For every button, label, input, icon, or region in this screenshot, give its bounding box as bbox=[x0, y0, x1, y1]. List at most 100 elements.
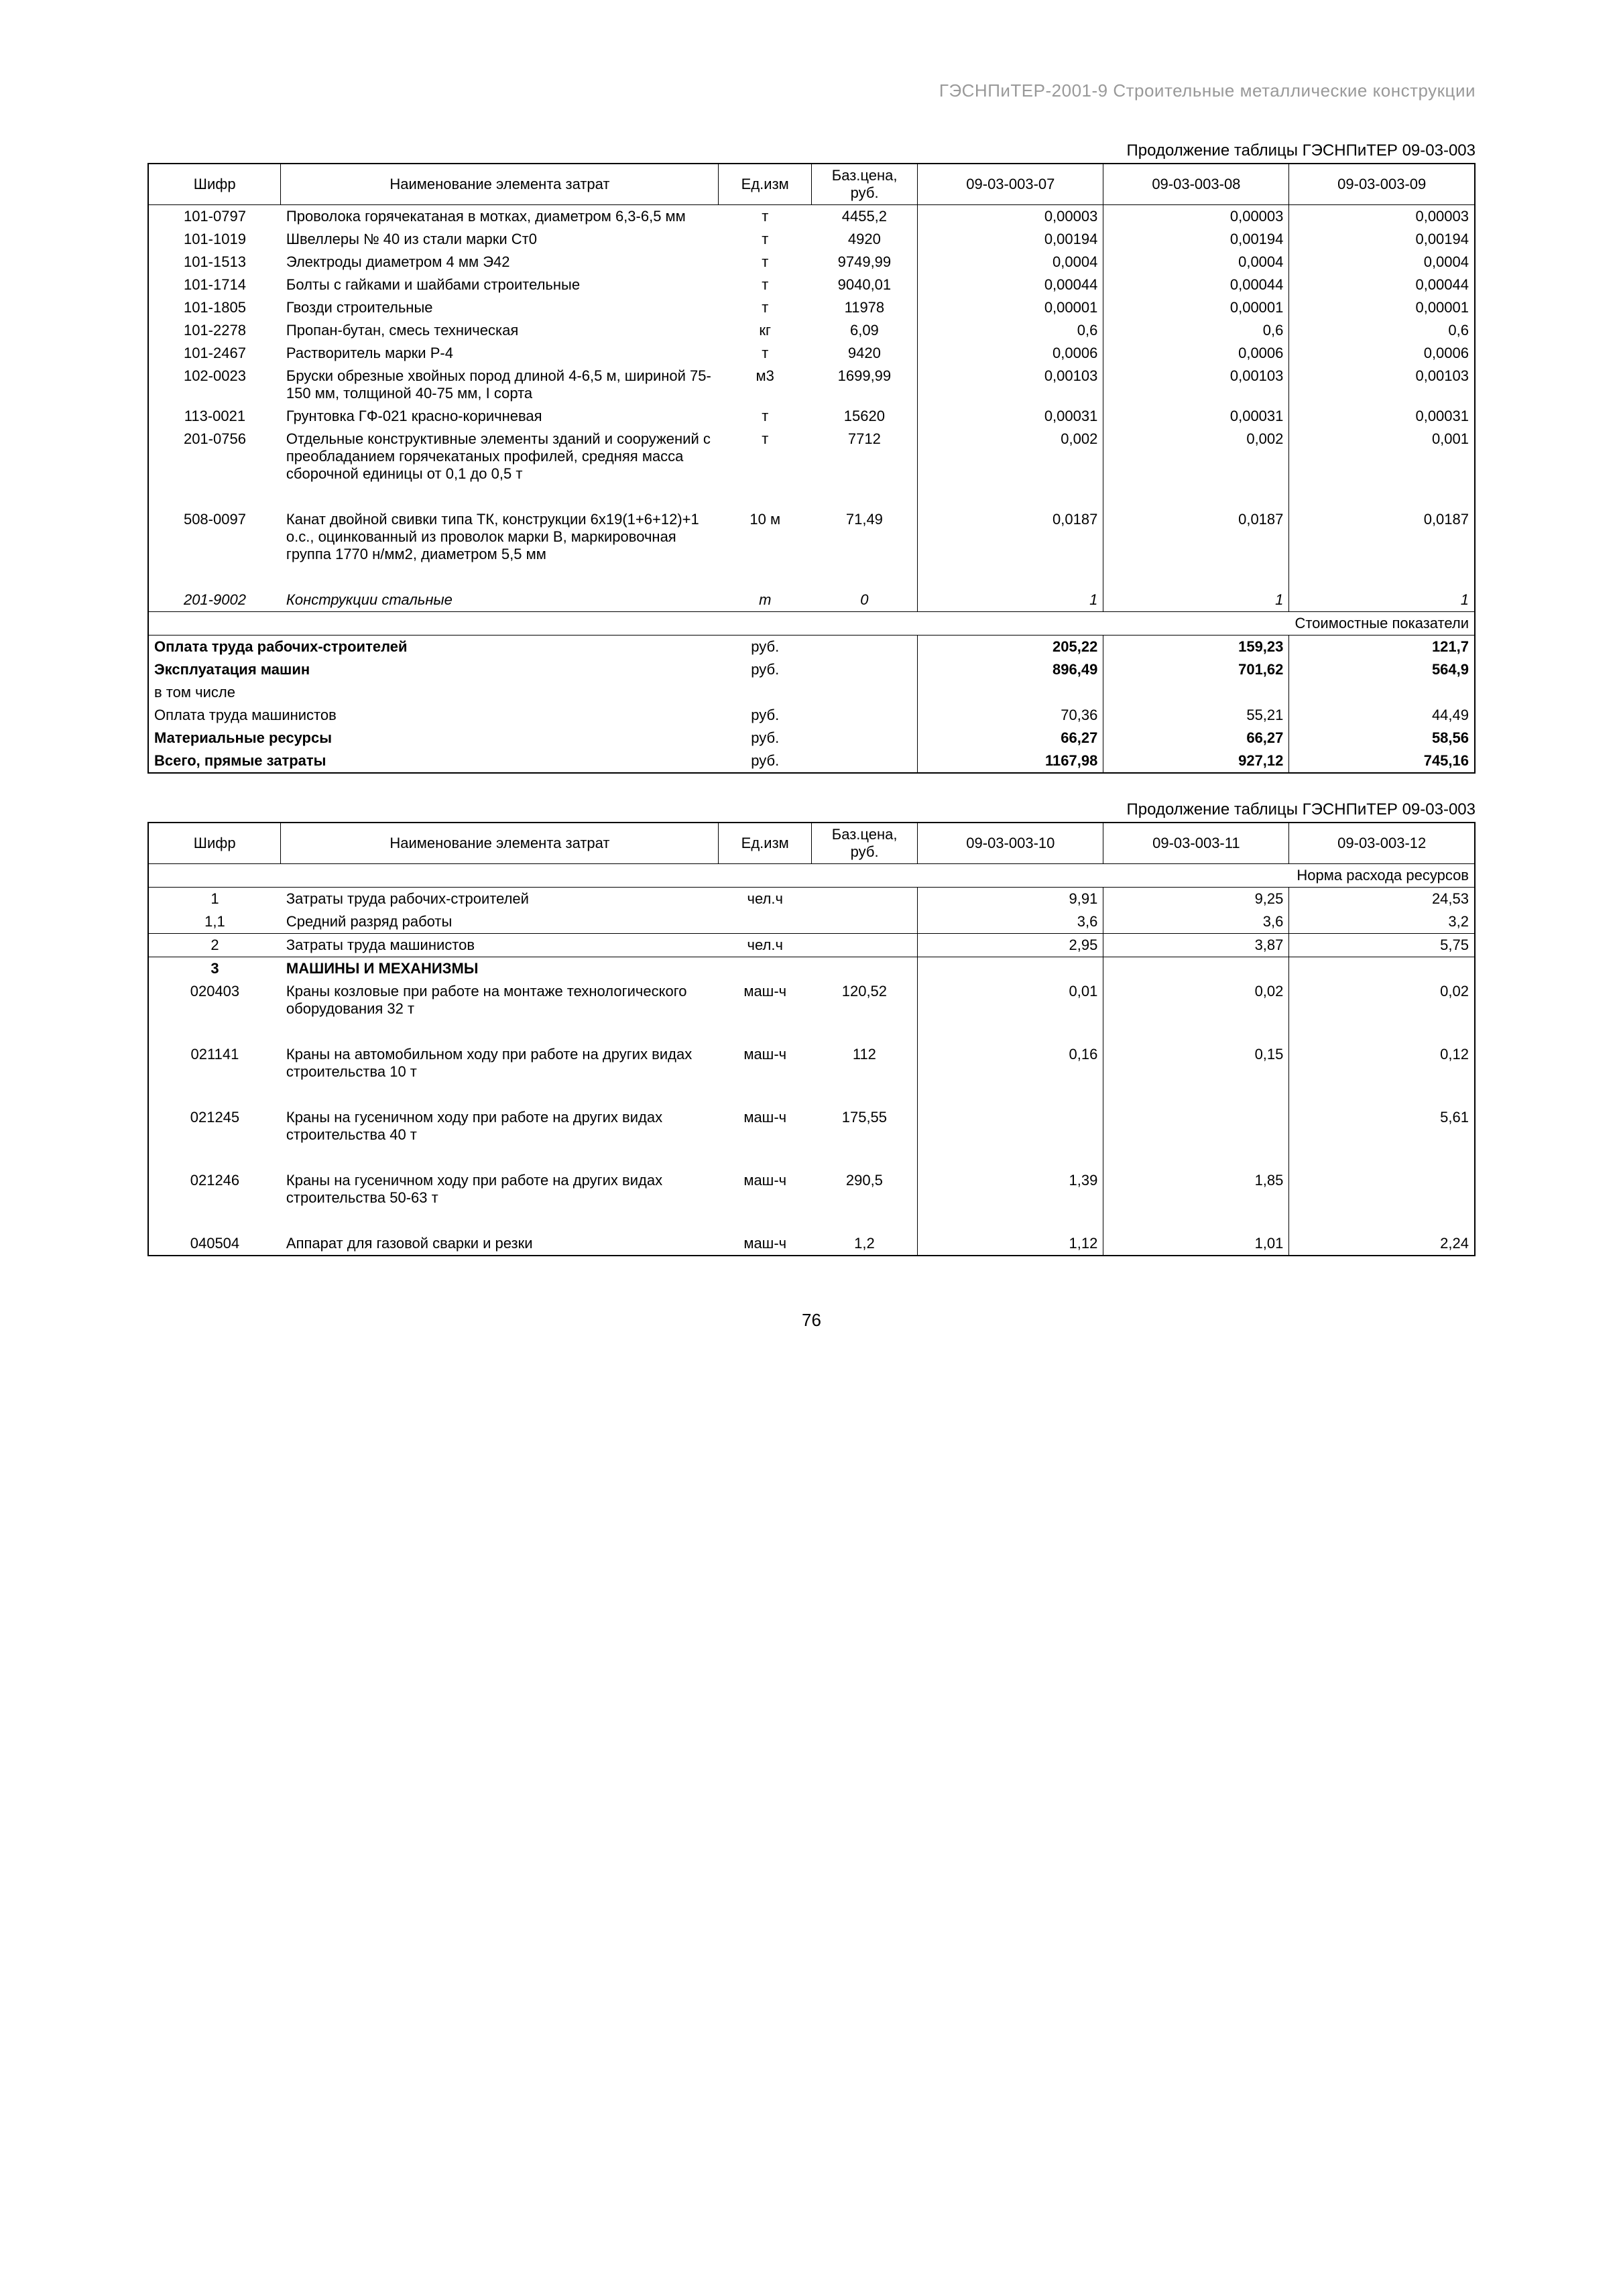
table-row: 2Затраты труда машинистовчел.ч2,953,875,… bbox=[148, 934, 1475, 957]
table-row bbox=[148, 1083, 1475, 1106]
table-row: 201-9002Конструкции стальныет0111 bbox=[148, 589, 1475, 612]
table1.rows-v2: 0,00003 bbox=[1103, 205, 1289, 229]
table1.rows-v1 bbox=[918, 566, 1103, 589]
table1.rows-code bbox=[148, 485, 281, 508]
table2.rows-v3 bbox=[1289, 1083, 1475, 1106]
table1.rows-v1: 0,00103 bbox=[918, 365, 1103, 405]
doc-header: ГЭСНПиТЕР-2001-9 Строительные металличес… bbox=[147, 80, 1476, 101]
table2.rows-code: 1,1 bbox=[148, 910, 281, 934]
cost-banner: Стоимостные показатели bbox=[148, 612, 1475, 636]
table1.rows-v3 bbox=[1289, 485, 1475, 508]
table1.rows-v1: 1 bbox=[918, 589, 1103, 612]
th-name: Наименование элемента затрат bbox=[281, 164, 719, 205]
table2.rows-unit: маш-ч bbox=[719, 1169, 812, 1209]
summary-v2 bbox=[1103, 681, 1289, 704]
table2.rows-code bbox=[148, 1209, 281, 1232]
table1.rows-price bbox=[811, 485, 917, 508]
table2.rows-v1: 0,01 bbox=[918, 980, 1103, 1020]
table1.rows-unit: кг bbox=[719, 319, 812, 342]
table2.rows-name: МАШИНЫ И МЕХАНИЗМЫ bbox=[281, 957, 719, 981]
table2.rows-v3 bbox=[1289, 1146, 1475, 1169]
table-row: 102-0023Бруски обрезные хвойных пород дл… bbox=[148, 365, 1475, 405]
table1.rows-name: Электроды диаметром 4 мм Э42 bbox=[281, 251, 719, 274]
summary-unit: руб. bbox=[719, 636, 812, 659]
table1.rows-code: 508-0097 bbox=[148, 508, 281, 566]
table1.rows-code: 201-9002 bbox=[148, 589, 281, 612]
table1.rows-price: 6,09 bbox=[811, 319, 917, 342]
table1.rows-unit: т bbox=[719, 228, 812, 251]
table-row bbox=[148, 1020, 1475, 1043]
table2.rows-name: Затраты труда машинистов bbox=[281, 934, 719, 957]
table-row: 101-1805Гвозди строительныет119780,00001… bbox=[148, 296, 1475, 319]
table1.rows-v1: 0,00044 bbox=[918, 274, 1103, 296]
table2.rows-v3: 2,24 bbox=[1289, 1232, 1475, 1256]
table1.rows-unit: т bbox=[719, 405, 812, 428]
table1.rows-price: 11978 bbox=[811, 296, 917, 319]
table2.rows-unit bbox=[719, 1146, 812, 1169]
table1.rows-price: 7712 bbox=[811, 428, 917, 485]
table2.rows-v1: 9,91 bbox=[918, 888, 1103, 911]
summary-v1: 205,22 bbox=[918, 636, 1103, 659]
table1.rows-code: 101-1513 bbox=[148, 251, 281, 274]
table1.rows-v1: 0,00001 bbox=[918, 296, 1103, 319]
table-row bbox=[148, 1146, 1475, 1169]
table1.rows-v3: 0,00001 bbox=[1289, 296, 1475, 319]
table1.rows-v2: 0,00001 bbox=[1103, 296, 1289, 319]
table1.rows-code: 101-1805 bbox=[148, 296, 281, 319]
th-code: Шифр bbox=[148, 823, 281, 864]
summary-row: Эксплуатация машинруб.896,49701,62564,9 bbox=[148, 658, 1475, 681]
table2.rows-price bbox=[811, 957, 917, 981]
table1.rows-v3: 1 bbox=[1289, 589, 1475, 612]
table-row bbox=[148, 566, 1475, 589]
table1.rows-v3: 0,0187 bbox=[1289, 508, 1475, 566]
summary-label: Эксплуатация машин bbox=[148, 658, 719, 681]
summary-v1: 70,36 bbox=[918, 704, 1103, 727]
summary-unit: руб. bbox=[719, 658, 812, 681]
table-row: 021141Краны на автомобильном ходу при ра… bbox=[148, 1043, 1475, 1083]
table2.rows-v3 bbox=[1289, 1020, 1475, 1043]
summary-label: Материальные ресурсы bbox=[148, 727, 719, 749]
table1.rows-v1 bbox=[918, 485, 1103, 508]
table-row: 021246Краны на гусеничном ходу при работ… bbox=[148, 1169, 1475, 1209]
norm-banner: Норма расхода ресурсов bbox=[148, 864, 1475, 888]
summary-v2: 927,12 bbox=[1103, 749, 1289, 773]
table-row: 1Затраты труда рабочих-строителейчел.ч9,… bbox=[148, 888, 1475, 911]
table2.rows-v3 bbox=[1289, 957, 1475, 981]
table2.rows-v1 bbox=[918, 1020, 1103, 1043]
summary-v2: 159,23 bbox=[1103, 636, 1289, 659]
table2.rows-v1: 0,16 bbox=[918, 1043, 1103, 1083]
table1.rows-v2: 0,00044 bbox=[1103, 274, 1289, 296]
summary-v3: 121,7 bbox=[1289, 636, 1475, 659]
table1.rows-v2 bbox=[1103, 566, 1289, 589]
table2.rows-v1 bbox=[918, 1083, 1103, 1106]
table1.rows-price: 9040,01 bbox=[811, 274, 917, 296]
table2.rows-name: Краны козловые при работе на монтаже тех… bbox=[281, 980, 719, 1020]
table2.rows-code bbox=[148, 1083, 281, 1106]
table1.rows-v2: 0,00031 bbox=[1103, 405, 1289, 428]
table2.rows-v3 bbox=[1289, 1209, 1475, 1232]
table1.rows-v3: 0,00031 bbox=[1289, 405, 1475, 428]
table1.rows-name bbox=[281, 485, 719, 508]
summary-label: Всего, прямые затраты bbox=[148, 749, 719, 773]
th-v1: 09-03-003-10 bbox=[918, 823, 1103, 864]
table2.rows-v3: 5,75 bbox=[1289, 934, 1475, 957]
table2.rows-price bbox=[811, 910, 917, 934]
table1.rows-v3: 0,00044 bbox=[1289, 274, 1475, 296]
table2.rows-v1: 1,12 bbox=[918, 1232, 1103, 1256]
table2.rows-v2 bbox=[1103, 1083, 1289, 1106]
table2.rows-name bbox=[281, 1209, 719, 1232]
summary-row: в том числе bbox=[148, 681, 1475, 704]
table1.rows-v3 bbox=[1289, 566, 1475, 589]
table-row: 508-0097Канат двойной свивки типа ТК, ко… bbox=[148, 508, 1475, 566]
table1.rows-v2: 0,0187 bbox=[1103, 508, 1289, 566]
table1-head: Шифр Наименование элемента затрат Ед.изм… bbox=[148, 164, 1475, 205]
table2.rows-v2: 1,85 bbox=[1103, 1169, 1289, 1209]
table2.rows-price bbox=[811, 888, 917, 911]
table2.rows-v1: 1,39 bbox=[918, 1169, 1103, 1209]
table1.rows-code: 102-0023 bbox=[148, 365, 281, 405]
summary-price bbox=[811, 727, 917, 749]
table1.rows-unit: т bbox=[719, 296, 812, 319]
summary-v1: 1167,98 bbox=[918, 749, 1103, 773]
table1.rows-unit: 10 м bbox=[719, 508, 812, 566]
table2.rows-unit: чел.ч bbox=[719, 888, 812, 911]
